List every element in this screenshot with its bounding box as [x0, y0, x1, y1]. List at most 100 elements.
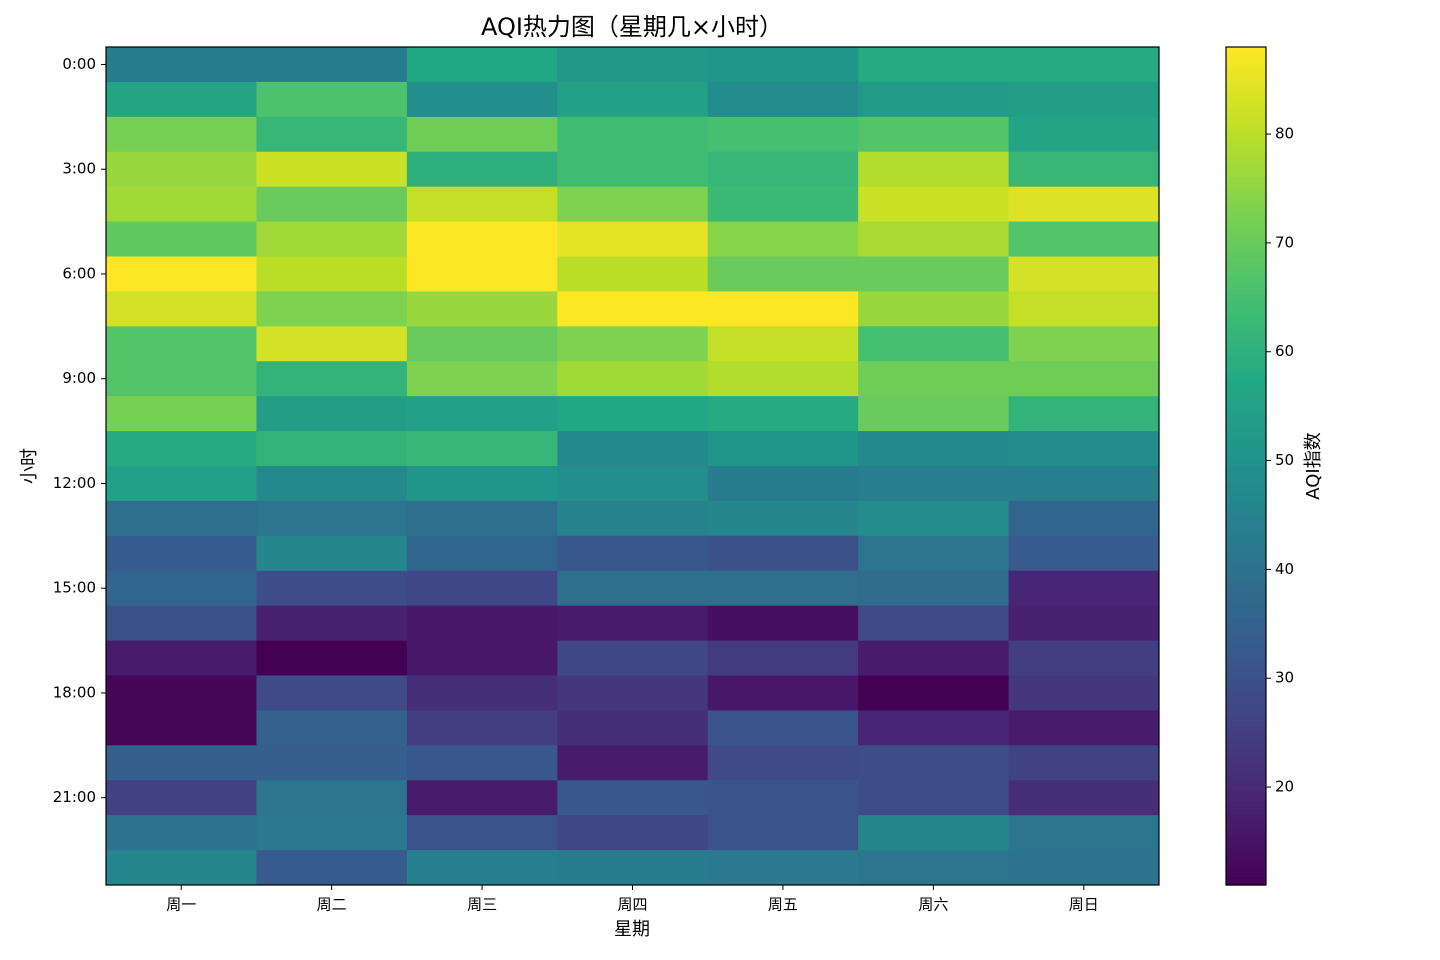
colorbar-frame — [1225, 46, 1267, 886]
colorbar-segment — [1226, 784, 1266, 790]
heatmap-cell — [406, 780, 558, 816]
heatmap-cell — [256, 675, 408, 711]
colorbar-segment — [1226, 214, 1266, 220]
colorbar-segment — [1226, 587, 1266, 593]
heatmap-cell — [256, 291, 408, 327]
colorbar-segment — [1226, 503, 1266, 509]
heatmap-cell — [858, 151, 1010, 188]
colorbar-segment — [1226, 771, 1266, 777]
heatmap-cell — [1008, 396, 1160, 432]
colorbar-label: AQI指数 — [1303, 432, 1324, 499]
colorbar-segment — [1226, 486, 1266, 492]
colorbar-segment — [1226, 838, 1266, 844]
colorbar-segment — [1226, 114, 1266, 119]
colorbar-segment — [1226, 72, 1266, 77]
y-tick-label: 9:00 — [62, 369, 96, 387]
heatmap-cell — [256, 116, 408, 153]
colorbar-segment — [1226, 566, 1266, 572]
heatmap-cell — [707, 745, 859, 781]
colorbar-segment — [1226, 516, 1266, 522]
colorbar-segment — [1226, 616, 1266, 622]
colorbar-segment — [1226, 700, 1266, 706]
colorbar-segment — [1226, 520, 1266, 526]
y-tick-label: 0:00 — [62, 55, 96, 73]
heatmap-cell — [858, 431, 1010, 467]
heatmap-cell — [858, 675, 1010, 711]
heatmap-cell — [557, 535, 709, 572]
heatmap-cell — [707, 186, 859, 223]
heatmap-cell — [406, 116, 558, 153]
colorbar-segment — [1226, 84, 1266, 90]
colorbar-segment — [1226, 164, 1266, 170]
x-axis-label: 星期 — [614, 919, 650, 940]
heatmap-cell — [858, 396, 1010, 432]
colorbar-segment — [1226, 294, 1266, 299]
colorbar-segment — [1226, 746, 1266, 752]
colorbar-segment — [1226, 688, 1266, 693]
heatmap-cell — [256, 396, 408, 432]
colorbar-segment — [1226, 168, 1266, 174]
heatmap-cell — [406, 256, 558, 292]
heatmap-cell — [707, 47, 859, 83]
colorbar-segment — [1226, 495, 1266, 501]
heatmap-cell — [1008, 151, 1160, 188]
x-tick-label: 周日 — [1069, 896, 1099, 914]
colorbar-segment — [1226, 252, 1266, 258]
colorbar-segment — [1226, 792, 1266, 798]
heatmap-cell — [256, 466, 408, 502]
colorbar-segment — [1226, 696, 1266, 702]
y-tick-label: 6:00 — [62, 264, 96, 282]
colorbar-segment — [1226, 709, 1266, 714]
heatmap-cell — [256, 431, 408, 467]
colorbar-segment — [1226, 202, 1266, 207]
colorbar-segment — [1226, 470, 1266, 475]
heatmap-cell — [707, 81, 859, 118]
colorbar-segment — [1226, 235, 1266, 241]
colorbar-segment — [1226, 181, 1266, 186]
heatmap-cell — [256, 81, 408, 118]
heatmap-cell — [557, 361, 709, 397]
heatmap-cell — [406, 500, 558, 537]
colorbar-segment — [1226, 809, 1266, 815]
colorbar-segment — [1226, 361, 1266, 367]
heatmap-cell — [858, 361, 1010, 397]
heatmap-cell — [256, 221, 408, 257]
colorbar-segment — [1226, 403, 1266, 408]
heatmap-cell — [256, 47, 408, 83]
colorbar-segment — [1226, 612, 1266, 618]
colorbar-segment — [1226, 206, 1266, 212]
colorbar-segment — [1226, 847, 1266, 853]
heatmap-cell — [1008, 815, 1160, 851]
colorbar-segment — [1226, 67, 1266, 73]
heatmap-cell — [106, 640, 257, 676]
colorbar-segment — [1226, 172, 1266, 178]
heatmap-cell — [858, 605, 1010, 642]
heatmap-cell — [406, 221, 558, 257]
heatmap-cell — [858, 850, 1010, 886]
colorbar-segment — [1226, 134, 1266, 140]
heatmap-cell — [1008, 81, 1160, 118]
colorbar-segment — [1226, 478, 1266, 484]
heatmap-cell — [557, 186, 709, 223]
colorbar-segment — [1226, 650, 1266, 656]
colorbar-segment — [1226, 306, 1266, 312]
heatmap-cell — [707, 850, 859, 886]
colorbar-segment — [1226, 641, 1266, 647]
heatmap-cell — [1008, 535, 1160, 572]
heatmap-cell — [557, 396, 709, 432]
colorbar-segment — [1226, 880, 1266, 886]
heatmap-cell — [858, 186, 1010, 223]
colorbar-segment — [1226, 855, 1266, 861]
heatmap-cell — [858, 710, 1010, 746]
heatmap-cell — [106, 81, 257, 118]
heatmap-cell — [557, 256, 709, 292]
colorbar-tick-label: 80 — [1275, 125, 1294, 143]
colorbar-segment — [1226, 633, 1266, 639]
heatmap-cell — [707, 256, 859, 292]
colorbar-segment — [1226, 671, 1266, 677]
colorbar-segment — [1226, 679, 1266, 685]
colorbar-segment — [1226, 675, 1266, 681]
heatmap-cell — [1008, 431, 1160, 467]
x-tick-label: 周四 — [617, 896, 647, 914]
